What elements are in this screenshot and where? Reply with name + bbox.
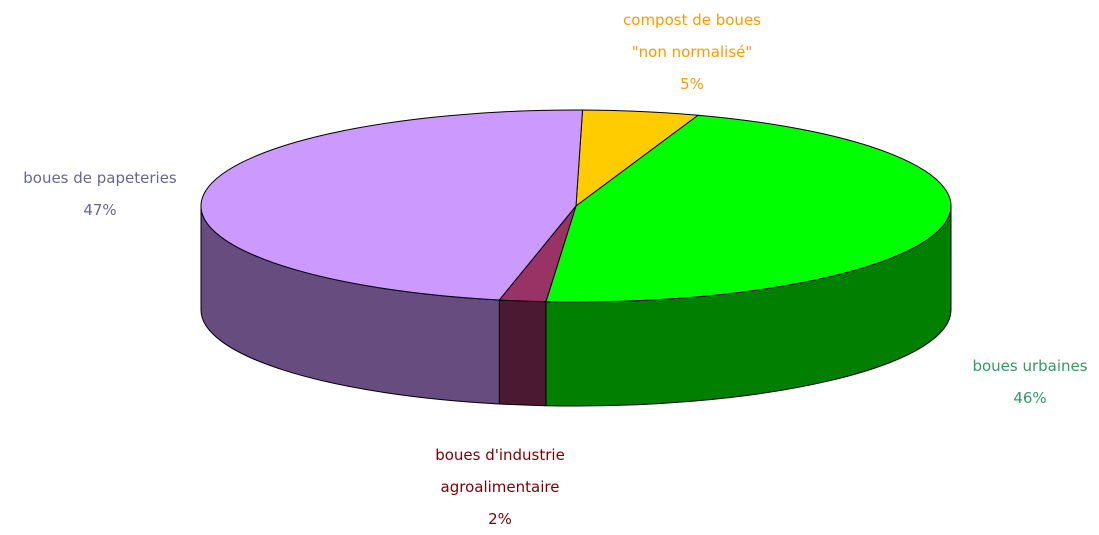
slice-label: compost de boues "non normalisé" 5% — [607, 4, 777, 100]
slice-name: boues d'industrie agroalimentaire — [435, 446, 565, 496]
slice-name: boues de papeteries — [23, 169, 177, 187]
slice-value-label: 2% — [488, 510, 512, 528]
pie-plot — [200, 109, 952, 407]
slice-name: compost de boues "non normalisé" — [623, 11, 761, 61]
pie-slice — [200, 109, 584, 301]
slice-label: boues urbaines 46% — [962, 350, 1098, 414]
slice-value-label: 47% — [83, 201, 117, 219]
slice-name: boues urbaines — [972, 357, 1088, 375]
pie-slice — [545, 114, 952, 303]
slice-label: boues de papeteries 47% — [2, 162, 198, 226]
pie-slice-side — [498, 299, 547, 407]
slice-value-label: 46% — [1013, 389, 1047, 407]
chart: compost de boues "non normalisé" 5% boues … — [2, 4, 1098, 528]
slice-value-label: 5% — [680, 75, 704, 93]
